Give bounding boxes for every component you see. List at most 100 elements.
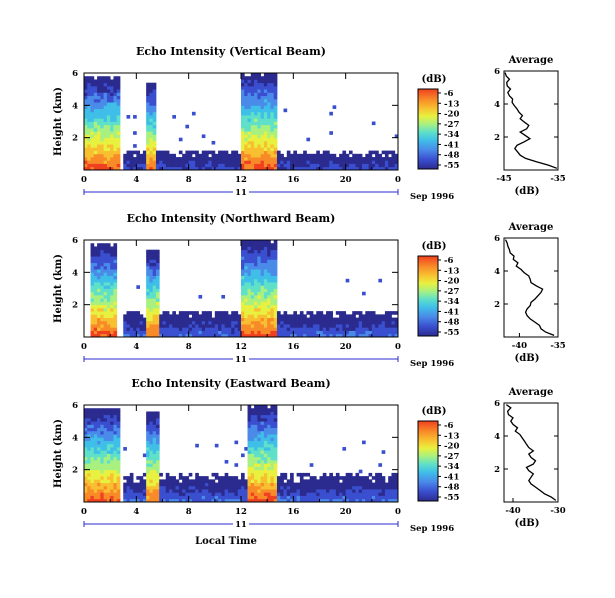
avg-x-tick-label: -45 (496, 174, 511, 184)
heatmap-cell (250, 115, 255, 119)
heatmap-cell (110, 320, 114, 325)
heatmap-cell (329, 314, 333, 318)
heatmap-cell (335, 330, 340, 335)
heatmap-cell (270, 463, 275, 467)
heatmap-cell (97, 327, 101, 331)
heatmap-cell (178, 489, 183, 493)
heatmap-cell (250, 243, 255, 247)
heatmap-cell (352, 157, 356, 161)
heatmap-cell (247, 147, 252, 151)
heatmap-cell (165, 157, 170, 161)
heatmap-cell (306, 317, 311, 322)
heatmap-cell (368, 314, 373, 318)
heatmap-cell (329, 324, 333, 328)
heatmap-cell (273, 443, 278, 448)
heatmap-cell (250, 282, 255, 286)
heatmap-cell (267, 153, 271, 158)
heatmap-cell (106, 124, 111, 129)
heatmap-cell (267, 269, 271, 273)
heatmap-cell (185, 320, 190, 325)
heatmap-cell (185, 317, 190, 322)
heatmap-cell (123, 485, 127, 490)
heatmap-cell (270, 160, 275, 164)
heatmap-cell (384, 485, 389, 490)
heatmap-cell (152, 466, 157, 471)
heatmap-cell (263, 118, 268, 122)
heatmap-cell (355, 311, 360, 315)
heatmap-cell (87, 105, 91, 109)
heatmap-cell (257, 147, 262, 151)
heatmap-cell (155, 163, 160, 168)
heatmap-cell (87, 453, 91, 458)
heatmap-cell (142, 327, 147, 331)
heatmap-cell (273, 282, 278, 286)
heatmap-cell (116, 76, 121, 80)
heatmap-cell (326, 327, 330, 331)
heatmap-cell (93, 469, 98, 474)
heatmap-cell (152, 320, 157, 325)
heatmap-cell (312, 492, 317, 496)
heatmap-cell (106, 427, 111, 432)
y-tick-label: 4 (72, 268, 78, 278)
heatmap-cell (267, 160, 271, 164)
heatmap-cell (110, 489, 114, 493)
heatmap-cell (110, 495, 114, 500)
heatmap-cell (260, 150, 265, 155)
heatmap-cell (208, 327, 212, 331)
heatmap-cell (362, 498, 366, 503)
heatmap-cell (247, 95, 252, 100)
heatmap-cell (97, 259, 101, 264)
heatmap-cell (106, 314, 111, 318)
heatmap-cell (139, 485, 144, 490)
heatmap-cell (293, 160, 297, 164)
heatmap-cell (106, 140, 111, 145)
heatmap-cell (129, 163, 134, 168)
heatmap-cell (84, 140, 88, 145)
heatmap-cell (149, 82, 154, 87)
heatmap-cell (84, 411, 88, 416)
heatmap-cell (250, 269, 255, 273)
heatmap-cell (136, 153, 140, 158)
heatmap-cell (371, 121, 376, 126)
heatmap-cell (263, 124, 268, 129)
heatmap-cell (263, 272, 268, 276)
heatmap-cell (165, 314, 170, 318)
heatmap-cell (250, 317, 255, 322)
heatmap-cell (365, 324, 369, 328)
heatmap-cell (106, 430, 111, 435)
heatmap-cell (378, 472, 383, 477)
heatmap-cell (260, 301, 265, 306)
heatmap-cell (254, 124, 258, 129)
heatmap-cell (270, 479, 275, 483)
heatmap-cell (303, 324, 307, 328)
heatmap-cell (185, 485, 190, 490)
heatmap-cell (339, 333, 343, 338)
heatmap-cell (90, 137, 95, 142)
heatmap-cell (136, 485, 140, 490)
heatmap-cell (97, 118, 101, 122)
heatmap-cell (319, 498, 324, 503)
heatmap-cell (198, 492, 203, 496)
heatmap-cell (116, 140, 121, 145)
heatmap-cell (388, 150, 392, 155)
heatmap-cell (355, 495, 360, 500)
heatmap-cell (224, 495, 229, 500)
heatmap-cell (198, 333, 203, 338)
heatmap-cell (146, 324, 150, 328)
heatmap-cell (329, 327, 333, 331)
heatmap-cell (90, 288, 95, 293)
heatmap-cell (178, 327, 183, 331)
heatmap-cell (182, 489, 186, 493)
heatmap-cell (97, 440, 101, 445)
heatmap-cell (103, 163, 108, 168)
heatmap-cell (231, 157, 235, 161)
heatmap-cell (146, 450, 150, 454)
heatmap-cell (152, 485, 157, 490)
heatmap-cell (358, 333, 363, 338)
heatmap-cell (250, 311, 255, 315)
heatmap-cell (244, 118, 248, 122)
heatmap-cell (244, 269, 248, 273)
heatmap-cell (97, 111, 101, 116)
heatmap-cell (97, 476, 101, 480)
heatmap-cell (97, 144, 101, 148)
